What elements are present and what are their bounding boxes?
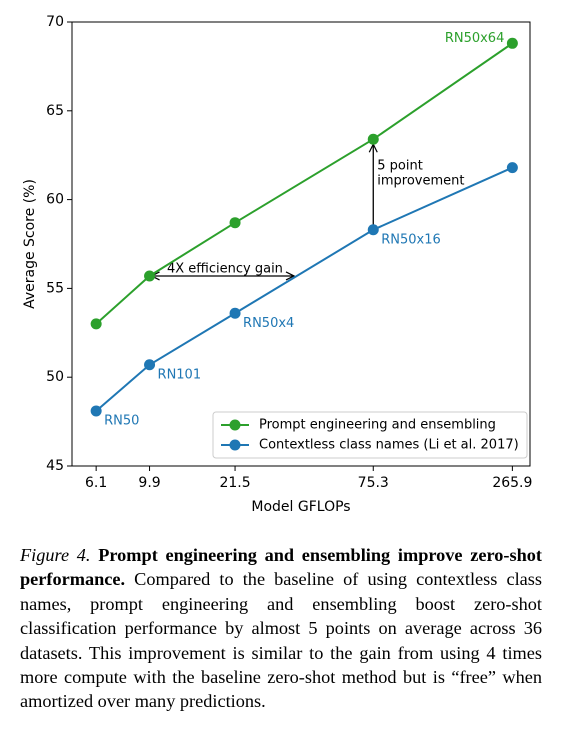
x-tick-label: 6.1: [85, 475, 107, 491]
y-tick-label: 70: [46, 14, 64, 30]
y-axis-label: Average Score (%): [22, 179, 38, 309]
y-tick-label: 50: [46, 369, 64, 385]
y-tick-label: 60: [46, 192, 64, 208]
point-label: RN50: [104, 413, 139, 428]
y-tick-label: 65: [46, 103, 64, 119]
legend-label: Prompt engineering and ensembling: [259, 418, 496, 433]
data-point: [367, 224, 379, 236]
caption: Figure 4. Prompt engineering and ensembl…: [20, 543, 542, 714]
plot-frame: [71, 21, 531, 467]
y-tick-label: 45: [46, 458, 64, 474]
caption-text: Compared to the baseline of using contex…: [20, 569, 542, 712]
data-point: [144, 359, 156, 371]
data-point: [90, 405, 102, 417]
legend-label: Contextless class names (Li et al. 2017): [259, 438, 519, 453]
legend-marker: [229, 439, 241, 451]
x-tick-label: 21.5: [219, 475, 250, 491]
annotation: 4X efficiency gain: [167, 261, 283, 276]
y-tick-label: 55: [46, 280, 64, 296]
data-point: [506, 162, 518, 174]
x-tick-label: 9.9: [138, 475, 160, 491]
annotation: 5 point: [377, 159, 423, 174]
point-label: RN101: [158, 367, 202, 382]
data-point: [144, 270, 156, 282]
data-point: [229, 217, 241, 229]
x-tick-label: 265.9: [492, 475, 532, 491]
annotation: improvement: [377, 174, 464, 189]
data-point: [367, 133, 379, 145]
point-label: RN50x64: [445, 31, 505, 46]
caption-label: Figure 4.: [20, 545, 91, 565]
point-label: RN50x4: [243, 316, 294, 331]
x-axis-label: Model GFLOPs: [251, 499, 350, 515]
chart: Model GFLOPs Average Score (%) 45 50 55 60 6…: [22, 14, 532, 515]
legend-marker: [229, 419, 241, 431]
caption-heading: Prompt engineering and ensembling improv…: [20, 545, 542, 590]
legend-box: [212, 411, 528, 459]
data-point: [90, 318, 102, 330]
data-point: [506, 37, 518, 49]
point-label: RN50x16: [381, 232, 441, 247]
x-tick-label: 75.3: [358, 475, 389, 491]
data-point: [229, 307, 241, 319]
